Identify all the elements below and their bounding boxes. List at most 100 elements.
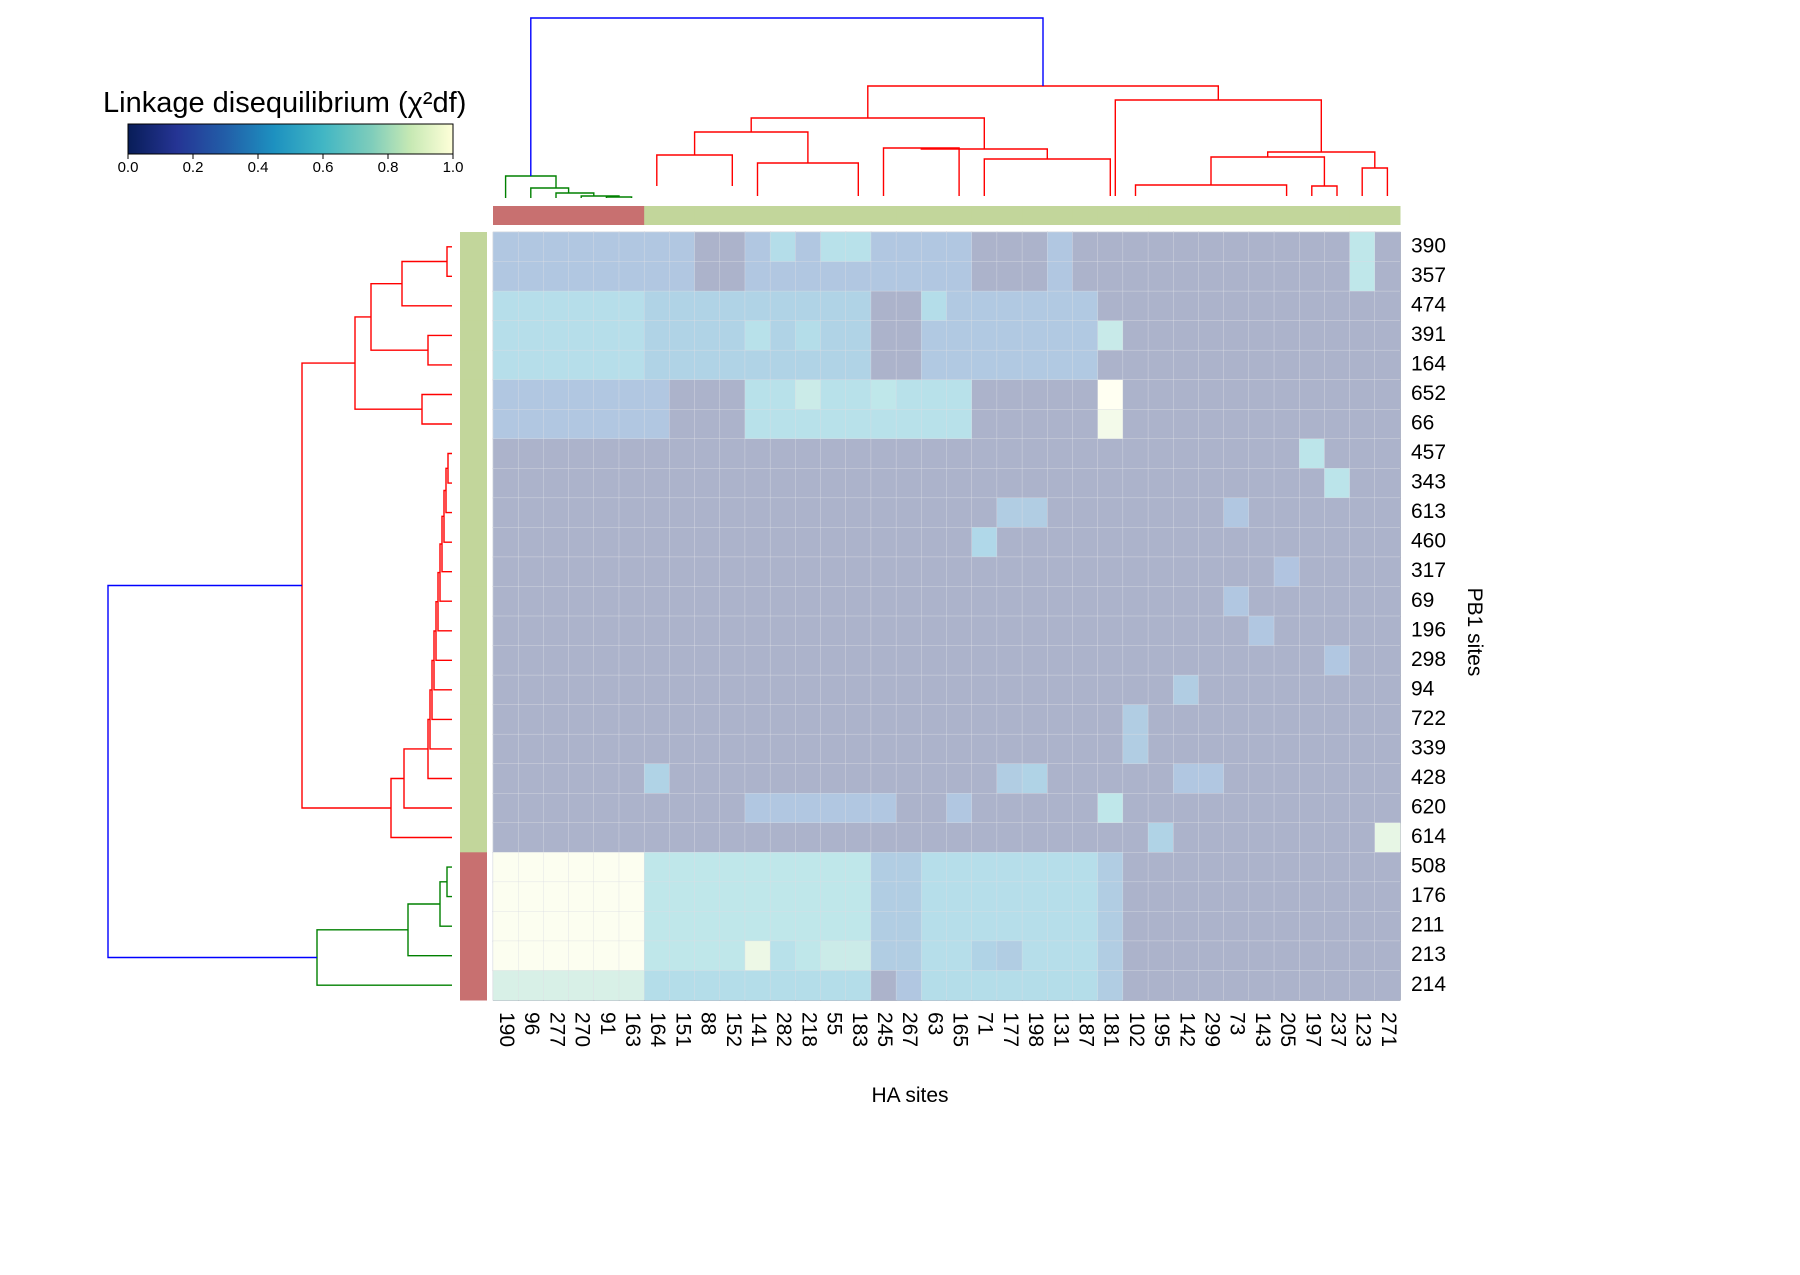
heatmap-cell: [1173, 822, 1200, 853]
heatmap-cell: [1324, 645, 1351, 676]
heatmap-cell: [1147, 674, 1174, 706]
heatmap-cell: [1198, 822, 1225, 853]
heatmap-cell: [492, 615, 519, 647]
heatmap-cell: [1273, 261, 1300, 292]
heatmap-cell: [568, 290, 595, 322]
column-cluster-cell: [870, 206, 897, 225]
heatmap-cell: [593, 349, 620, 381]
heatmap-cell: [719, 852, 746, 883]
heatmap-cell: [1072, 911, 1099, 942]
y-tick-label: 390: [1411, 234, 1446, 257]
heatmap-cell: [1248, 852, 1275, 883]
heatmap-cell: [1349, 940, 1376, 972]
heatmap-cell: [1223, 556, 1250, 588]
heatmap-cell: [971, 704, 998, 735]
heatmap-cell: [1173, 733, 1200, 765]
row-dendrogram-link: [354, 316, 422, 410]
heatmap-cell: [694, 290, 721, 322]
heatmap-cell: [1021, 468, 1048, 499]
y-tick-labels: 390 357 474 391 164 652 66 457 343 613 460 317 69 196…: [1411, 234, 1446, 995]
heatmap-cell: [1147, 645, 1174, 676]
heatmap-cell: [1374, 852, 1401, 883]
heatmap-cell: [1072, 733, 1099, 765]
y-tick-label: 94: [1411, 677, 1435, 700]
heatmap-cell: [946, 704, 973, 735]
heatmap-cell: [1173, 970, 1200, 1001]
heatmap-cell: [694, 793, 721, 824]
heatmap-cell: [1147, 349, 1174, 381]
heatmap-cell: [669, 940, 696, 972]
heatmap-cell: [593, 261, 620, 292]
heatmap-cell: [971, 349, 998, 381]
heatmap-cell: [543, 497, 570, 528]
heatmap-cell: [1273, 231, 1300, 263]
heatmap-cell: [593, 763, 620, 794]
heatmap-cell: [643, 615, 670, 647]
heatmap-cell: [1173, 793, 1200, 824]
heatmap-cell: [669, 438, 696, 469]
heatmap-cell: [820, 586, 847, 617]
x-tick-label: 245: [873, 1012, 896, 1047]
x-tick-label: 218: [797, 1012, 820, 1047]
heatmap-cell: [618, 527, 645, 558]
y-tick-label: 213: [1411, 943, 1446, 966]
heatmap-cell: [820, 793, 847, 824]
row-dendrogram-link: [301, 362, 391, 809]
heatmap-cell: [921, 852, 948, 883]
heatmap-cell: [643, 674, 670, 706]
heatmap-cell: [996, 468, 1023, 499]
heatmap-cell: [1349, 586, 1376, 617]
heatmap-cell: [1374, 674, 1401, 706]
column-cluster-cell: [1097, 206, 1124, 225]
x-tick-label: 143: [1251, 1012, 1274, 1047]
heatmap-cell: [921, 733, 948, 765]
y-tick-label: 66: [1411, 412, 1434, 435]
heatmap-cell: [1223, 497, 1250, 528]
heatmap-cell: [568, 379, 595, 410]
colorbar-tick-label: 0.4: [248, 159, 269, 176]
heatmap-cell: [593, 881, 620, 912]
heatmap-cell: [1324, 468, 1351, 499]
heatmap-cell: [1248, 438, 1275, 469]
heatmap-cell: [568, 615, 595, 647]
heatmap-cell: [845, 290, 872, 322]
heatmap-cell: [1072, 645, 1099, 676]
heatmap-cell: [1072, 881, 1099, 912]
column-dendrogram-link: [656, 154, 733, 186]
colorbar-title: Linkage disequilibrium (χ²df): [103, 87, 466, 119]
heatmap-cell: [971, 822, 998, 853]
heatmap-cell: [1021, 793, 1048, 824]
heatmap-cell: [1173, 438, 1200, 469]
heatmap-cell: [1299, 468, 1326, 499]
heatmap-cell: [1072, 468, 1099, 499]
heatmap-cell: [946, 438, 973, 469]
heatmap-cell: [795, 940, 822, 972]
x-tick-label: 187: [1075, 1012, 1098, 1047]
heatmap-cell: [719, 733, 746, 765]
heatmap-cell: [769, 320, 796, 351]
heatmap-cell: [870, 733, 897, 765]
heatmap-cell: [1198, 379, 1225, 410]
heatmap-cell: [1198, 261, 1225, 292]
heatmap-cell: [744, 320, 771, 351]
colorbar-ticks: 0.0 0.2 0.4 0.6 0.8 1.0: [118, 154, 463, 176]
heatmap-cell: [492, 556, 519, 588]
heatmap-cell: [543, 911, 570, 942]
heatmap-cell: [618, 320, 645, 351]
heatmap-cell: [643, 468, 670, 499]
heatmap-cell: [643, 261, 670, 292]
heatmap-cell: [1072, 822, 1099, 853]
heatmap-cell: [1299, 231, 1326, 263]
row-cluster-cell: [460, 438, 487, 469]
heatmap-cell: [1248, 763, 1275, 794]
heatmap-cell: [971, 290, 998, 322]
heatmap-cell: [1349, 409, 1376, 440]
heatmap-cell: [996, 763, 1023, 794]
heatmap-cell: [669, 881, 696, 912]
heatmap-cell: [744, 556, 771, 588]
column-cluster-cell: [493, 206, 519, 225]
heatmap-cell: [845, 379, 872, 410]
heatmap-cell: [1097, 468, 1124, 499]
heatmap-cell: [1223, 615, 1250, 647]
heatmap-cell: [694, 261, 721, 292]
